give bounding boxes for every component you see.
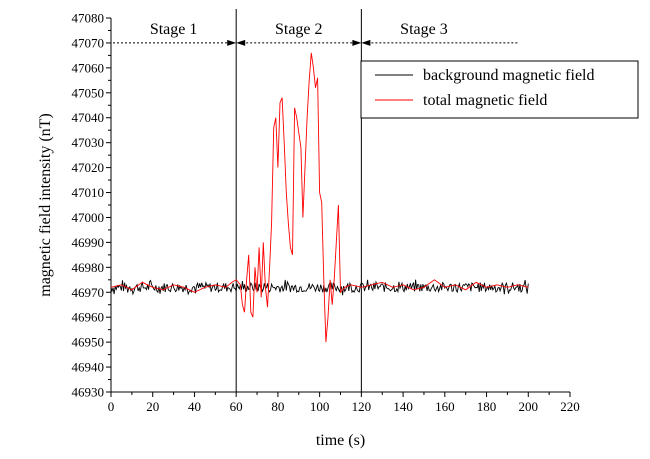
- legend-box: [360, 60, 639, 119]
- y-tick-label: 46960: [72, 310, 105, 325]
- y-tick-label: 46970: [72, 285, 105, 300]
- y-axis-title: magnetic field intensity (nT): [37, 113, 54, 297]
- x-tick-label: 200: [519, 399, 539, 414]
- y-tick-label: 47020: [72, 160, 105, 175]
- x-tick-label: 220: [560, 399, 580, 414]
- stage-label: Stage 3: [400, 21, 448, 38]
- y-tick-label: 47050: [72, 85, 105, 100]
- x-axis-title: time (s): [316, 432, 365, 449]
- y-tick-label: 47060: [72, 60, 105, 75]
- y-tick-label: 47010: [72, 185, 105, 200]
- series-line-background-magnetic-field: [110, 279, 529, 296]
- x-tick-label: 60: [230, 399, 243, 414]
- stage-arrowhead-right: [352, 39, 362, 46]
- x-tick-label: 0: [108, 399, 115, 414]
- y-tick-label: 46940: [72, 360, 105, 375]
- y-tick-label: 47070: [72, 35, 105, 50]
- stage-label: Stage 1: [150, 21, 198, 38]
- y-tick-label: 47040: [72, 110, 105, 125]
- x-tick-label: 100: [310, 399, 330, 414]
- stage-arrowhead-right: [227, 39, 237, 46]
- stage-label: Stage 2: [275, 21, 323, 38]
- stage-arrowhead-left: [361, 39, 371, 46]
- y-tick-label: 47080: [72, 11, 105, 26]
- y-tick-label: 47030: [72, 135, 105, 150]
- y-tick-label: 46930: [72, 385, 105, 400]
- series-line-total-magnetic-field: [110, 52, 529, 343]
- x-tick-label: 80: [271, 399, 284, 414]
- y-tick-label: 47000: [72, 210, 105, 225]
- legend-label: background magnetic field: [423, 67, 595, 84]
- x-tick-label: 20: [146, 399, 159, 414]
- stage-arrowhead-left: [236, 39, 246, 46]
- y-tick-label: 46980: [72, 260, 105, 275]
- x-tick-label: 120: [352, 399, 372, 414]
- x-tick-label: 180: [477, 399, 497, 414]
- legend-label: total magnetic field: [423, 92, 547, 109]
- y-tick-label: 46990: [72, 235, 105, 250]
- x-tick-label: 160: [435, 399, 455, 414]
- x-tick-label: 140: [393, 399, 413, 414]
- x-tick-label: 40: [188, 399, 201, 414]
- y-tick-label: 46950: [72, 335, 105, 350]
